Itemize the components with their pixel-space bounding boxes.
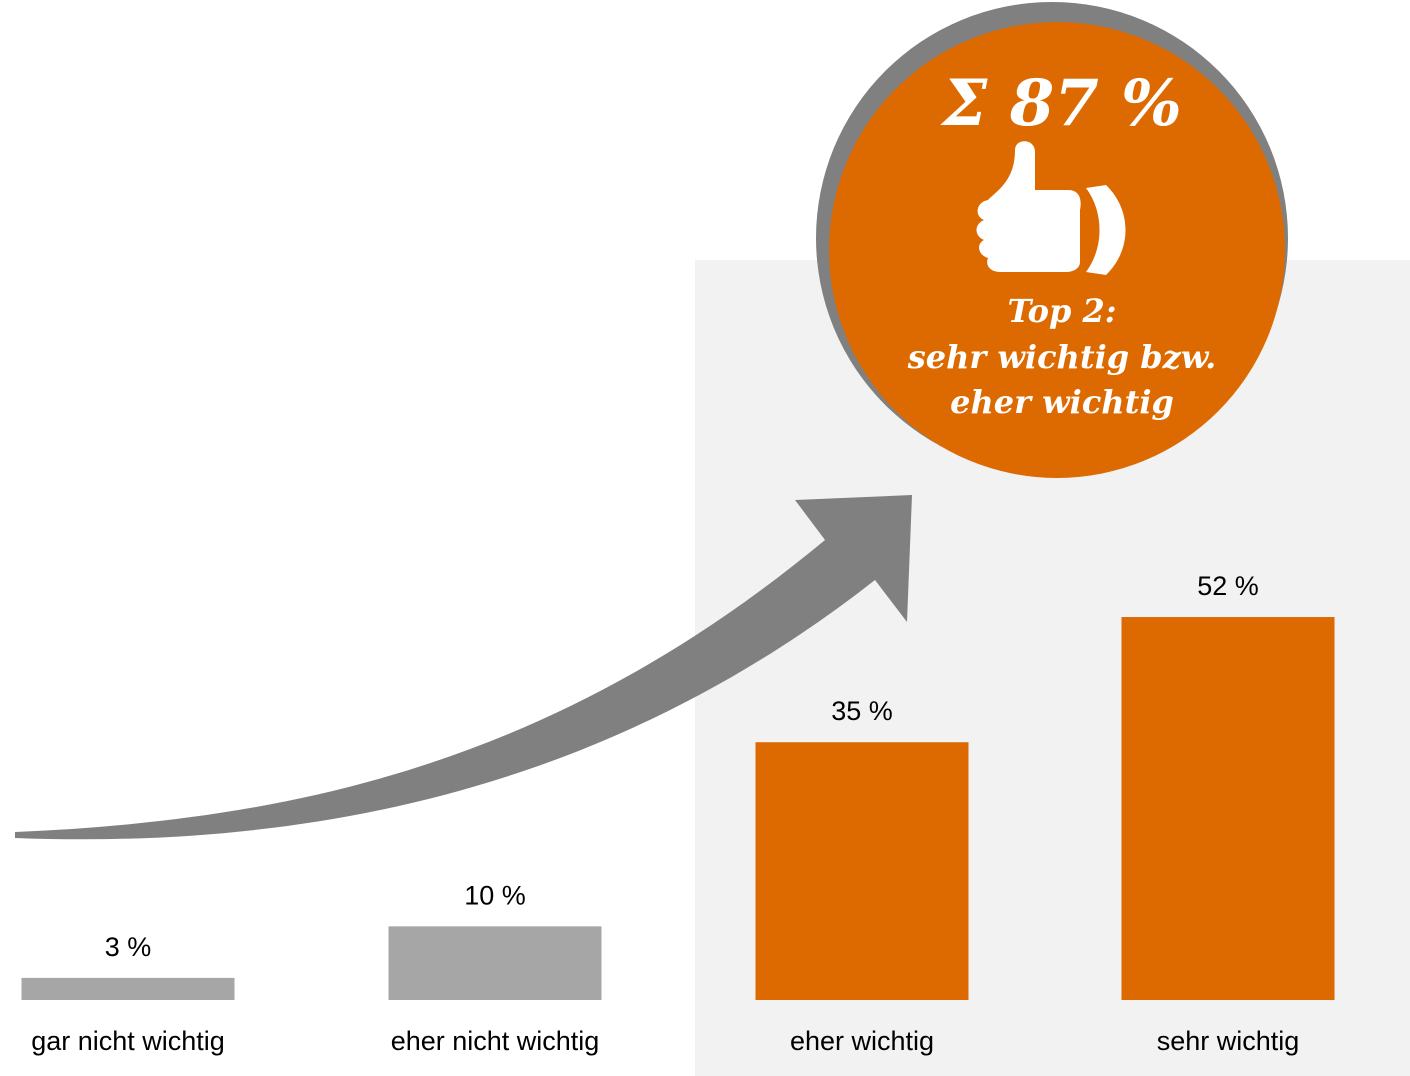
category-label: eher wichtig: [790, 1026, 934, 1056]
value-label: 35 %: [831, 696, 893, 726]
bar: [755, 742, 969, 1000]
value-label: 3 %: [105, 932, 152, 962]
value-label: 10 %: [464, 880, 526, 910]
bar: [21, 977, 235, 1000]
sum-label: Σ 87 %: [940, 66, 1182, 141]
category-label: sehr wichtig: [1157, 1026, 1300, 1056]
thumbs-up-icon: [976, 141, 1126, 275]
annotation-line: Top 2:: [1007, 292, 1116, 330]
annotation-line: sehr wichtig bzw.: [907, 338, 1217, 376]
annotation-line: eher wichtig: [950, 383, 1174, 421]
category-label: eher nicht wichtig: [391, 1026, 600, 1056]
bar: [388, 926, 602, 1000]
category-label: gar nicht wichtig: [31, 1026, 225, 1056]
arrow: [15, 495, 912, 840]
bar: [1121, 617, 1335, 1000]
value-label: 52 %: [1197, 571, 1259, 601]
